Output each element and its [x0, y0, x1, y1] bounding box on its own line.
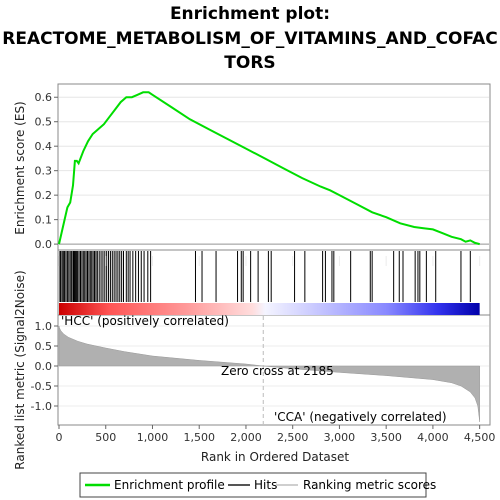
metric-y-tick-label: 0.0: [35, 360, 53, 373]
metric-x-axis-ticks: 0 500 1,000 1,500 2,000 2,500 3,000 3,500 4,000 4…: [56, 425, 496, 444]
x-tick-label: 1,500: [183, 431, 215, 444]
es-y-tick-label: 0.1: [35, 214, 53, 227]
x-tick-label: 1,000: [137, 431, 169, 444]
x-tick-label: 0: [56, 431, 63, 444]
enrichment-profile-line: [58, 91, 480, 246]
chart-title-line-3: TORS: [224, 53, 276, 73]
es-y-tick-label: 0.4: [35, 140, 53, 153]
es-panel-frame: [57, 83, 491, 251]
x-tick-label: 2,500: [277, 431, 309, 444]
chart-title-line-2: REACTOME_METABOLISM_OF_VITAMINS_AND_COFA…: [2, 29, 498, 49]
hit-markers: [59, 251, 471, 302]
metric-y-tick-label: 1.0: [35, 320, 53, 333]
metric-y-tick-label: -1.0: [31, 400, 52, 413]
es-y-tick-label: 0.0: [35, 238, 53, 251]
zero-cross-annotation: Zero cross at 2185: [221, 364, 334, 378]
x-axis-label: Rank in Ordered Dataset: [201, 450, 349, 464]
x-tick-label: 4,000: [417, 431, 449, 444]
x-tick-label: 500: [95, 431, 116, 444]
es-y-axis-ticks: 0.0 0.1 0.2 0.3 0.4 0.5 0.6: [35, 91, 58, 251]
positive-correlation-label: 'HCC' (positively correlated): [61, 314, 229, 328]
metric-y-tick-label: -0.5: [31, 380, 52, 393]
x-tick-label: 4,500: [464, 431, 496, 444]
metric-y-tick-label: 0.5: [35, 340, 53, 353]
chart-title-line-1: Enrichment plot:: [169, 4, 331, 24]
es-y-axis-label: Enrichment score (ES): [13, 101, 27, 234]
metric-y-axis-ticks: 1.0 0.5 0.0 -0.5 -1.0: [31, 320, 58, 413]
x-tick-label: 3,500: [370, 431, 402, 444]
es-y-tick-label: 0.5: [35, 116, 53, 129]
legend-box: [79, 472, 427, 498]
negative-correlation-label: 'CCA' (negatively correlated): [274, 410, 447, 424]
legend-enrichment-label: Enrichment profile: [114, 478, 225, 492]
es-y-tick-label: 0.6: [35, 91, 53, 104]
es-y-tick-label: 0.3: [35, 165, 53, 178]
legend-hits-label: Hits: [254, 478, 277, 492]
es-y-tick-label: 0.2: [35, 189, 53, 202]
ranking-metric-area: [58, 325, 480, 423]
ranked-list-color-bar: [59, 303, 480, 315]
x-tick-label: 3,000: [324, 431, 356, 444]
metric-y-axis-label: Ranked list metric (Signal2Noise): [13, 270, 27, 469]
x-tick-label: 2,000: [230, 431, 262, 444]
legend-ranking-label: Ranking metric scores: [303, 478, 436, 492]
